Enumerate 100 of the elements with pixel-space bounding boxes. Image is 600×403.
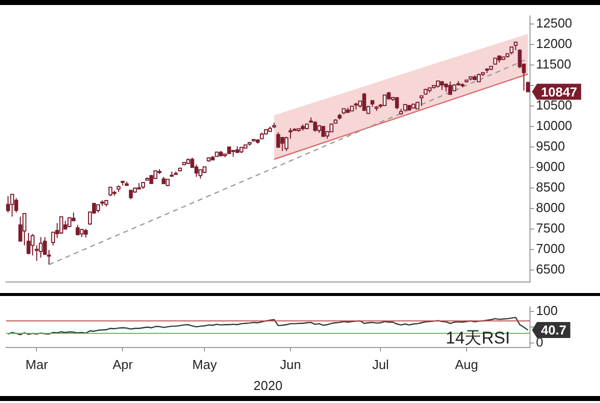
candlestick bbox=[128, 189, 133, 200]
candlestick bbox=[264, 128, 268, 136]
candlestick bbox=[124, 181, 129, 186]
candlestick bbox=[18, 216, 22, 242]
candlestick bbox=[296, 128, 301, 132]
candlestick bbox=[338, 113, 342, 120]
candlestick bbox=[476, 73, 481, 83]
candlestick bbox=[76, 224, 80, 236]
candlestick bbox=[354, 102, 358, 110]
y-tick-label: 100 bbox=[536, 303, 558, 318]
text: 40.7 bbox=[541, 322, 566, 338]
candlestick bbox=[63, 220, 68, 230]
candlestick bbox=[38, 236, 43, 258]
candlestick bbox=[468, 76, 473, 82]
candlestick bbox=[395, 96, 399, 110]
candlestick bbox=[428, 87, 432, 93]
y-tick-label: 10500 bbox=[536, 98, 572, 113]
candlestick bbox=[436, 80, 440, 88]
candlestick bbox=[403, 104, 408, 111]
x-tick-label: Aug bbox=[454, 356, 478, 372]
candlestick bbox=[489, 66, 494, 71]
candlestick bbox=[235, 146, 240, 154]
candlestick bbox=[407, 104, 412, 111]
x-tick-label: Mar bbox=[26, 356, 49, 372]
candlestick bbox=[162, 176, 166, 184]
candlestick bbox=[239, 146, 244, 154]
candlestick bbox=[260, 132, 264, 140]
candlestick bbox=[304, 124, 309, 130]
candlestick bbox=[231, 149, 236, 158]
candlestick bbox=[444, 82, 448, 92]
y-tick-label: 6500 bbox=[536, 261, 565, 276]
candlestick bbox=[182, 162, 186, 166]
candlestick bbox=[174, 171, 178, 175]
x-axis-title: 2020 bbox=[254, 378, 282, 393]
candlestick bbox=[432, 84, 436, 90]
x-tick-label: May bbox=[192, 356, 218, 372]
y-tick-label: 11500 bbox=[536, 56, 572, 72]
candlestick bbox=[514, 40, 518, 51]
text: 10847 bbox=[541, 84, 578, 100]
candlestick bbox=[6, 196, 10, 214]
candlestick bbox=[313, 120, 318, 132]
y-tick-label: 9500 bbox=[536, 138, 565, 154]
candlestick bbox=[460, 82, 464, 88]
candlestick bbox=[276, 132, 280, 148]
candlestick bbox=[317, 125, 322, 134]
candlestick bbox=[244, 144, 248, 150]
y-tick-label: 8000 bbox=[536, 200, 565, 216]
candlestick bbox=[227, 146, 232, 154]
candlestick bbox=[145, 176, 150, 182]
candlestick bbox=[112, 190, 116, 196]
candlestick bbox=[170, 171, 174, 177]
candlestick bbox=[350, 105, 354, 112]
candlestick bbox=[420, 95, 424, 106]
candlestick bbox=[166, 178, 170, 187]
candlestick bbox=[321, 126, 326, 138]
candlestick bbox=[342, 108, 346, 115]
candlestick bbox=[206, 156, 211, 162]
candlestick bbox=[346, 107, 350, 114]
candlestick bbox=[120, 180, 125, 186]
candlestick bbox=[80, 228, 84, 238]
candlestick bbox=[268, 126, 272, 132]
candlestick bbox=[210, 155, 215, 161]
candlestick bbox=[424, 88, 428, 95]
candlestick bbox=[464, 79, 468, 84]
candlestick bbox=[370, 100, 374, 108]
candlestick bbox=[501, 56, 506, 61]
x-tick-label: Jul bbox=[372, 356, 389, 372]
candlestick bbox=[68, 216, 72, 228]
candlestick bbox=[448, 80, 452, 96]
candlestick bbox=[399, 108, 403, 116]
y-tick-label: 7500 bbox=[536, 220, 565, 236]
candlestick bbox=[116, 184, 121, 193]
candlestick bbox=[362, 92, 366, 112]
candlestick bbox=[141, 182, 146, 190]
candlestick bbox=[59, 216, 64, 234]
candlestick bbox=[198, 168, 202, 180]
candlestick bbox=[485, 68, 489, 74]
candlestick bbox=[14, 198, 18, 214]
y-tick-label: 8500 bbox=[536, 180, 565, 195]
candlestick bbox=[178, 166, 182, 172]
candlestick bbox=[104, 200, 108, 207]
y-tick-label: 12000 bbox=[536, 36, 572, 52]
candlestick bbox=[149, 174, 154, 184]
candlestick bbox=[248, 142, 252, 146]
y-tick-label: 9000 bbox=[536, 159, 565, 174]
candlestick bbox=[493, 58, 498, 66]
candlestick bbox=[411, 103, 416, 109]
candlestick bbox=[96, 204, 100, 214]
x-tick-label: Jun bbox=[280, 356, 301, 372]
candlestick bbox=[334, 118, 338, 124]
candlestick bbox=[84, 228, 88, 238]
y-tick-label: 7000 bbox=[536, 240, 565, 256]
x-tick-label: Apr bbox=[112, 356, 134, 372]
candlestick bbox=[108, 186, 112, 197]
candlestick bbox=[186, 158, 190, 165]
candlestick bbox=[472, 74, 477, 81]
candlestick bbox=[137, 182, 141, 190]
candlestick bbox=[10, 194, 14, 218]
candlestick bbox=[497, 55, 502, 64]
candlestick bbox=[452, 84, 456, 92]
